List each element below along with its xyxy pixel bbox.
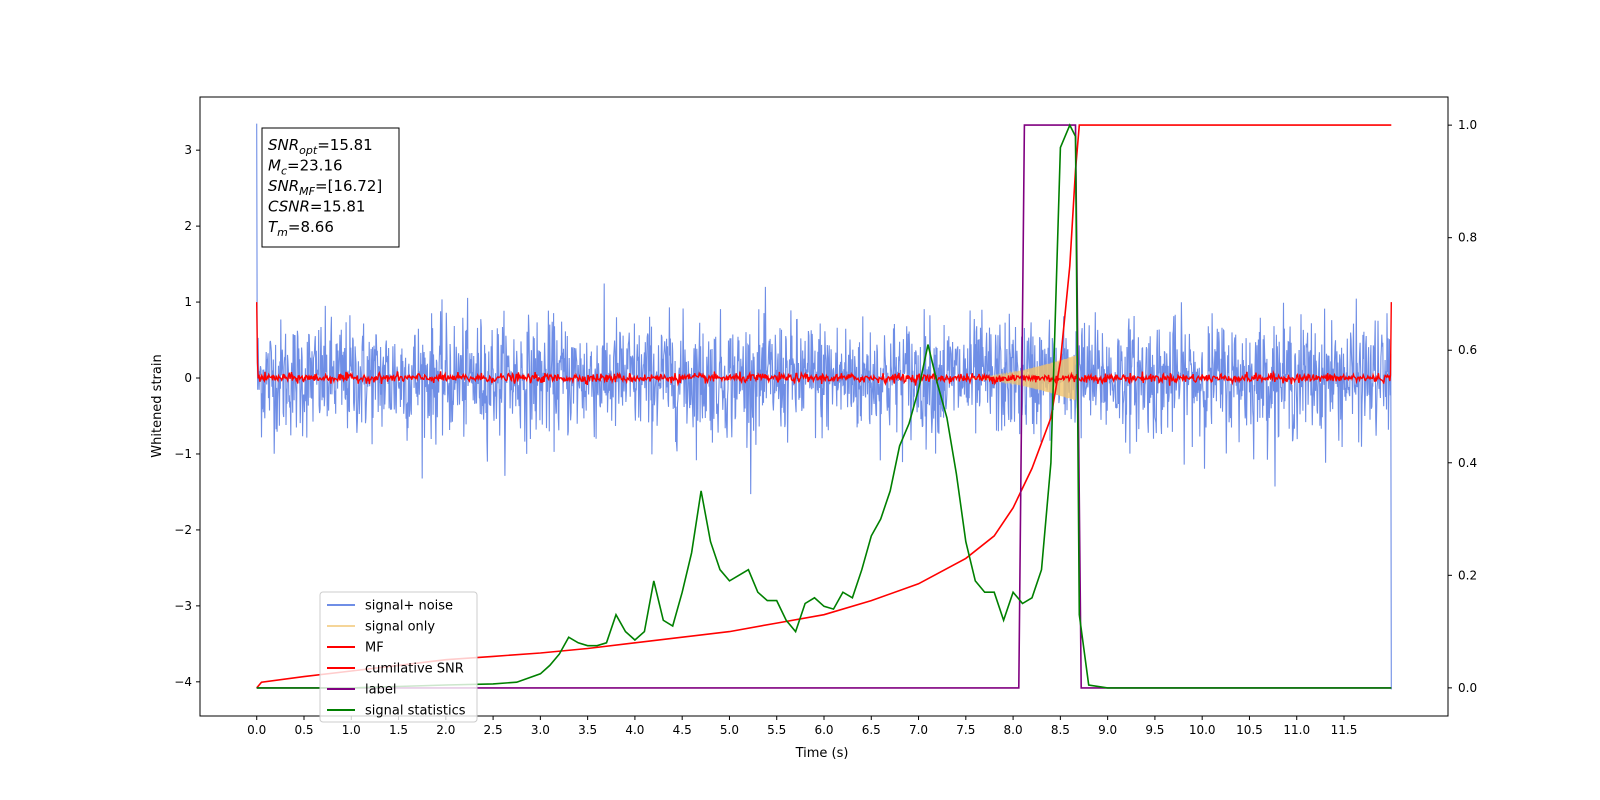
x-tick-label: 7.5 [956,723,975,737]
y2-tick-label: 0.4 [1458,456,1477,470]
y2-tick-label: 0.2 [1458,568,1477,582]
x-tick-label: 8.5 [1051,723,1070,737]
x-tick-label: 1.0 [342,723,361,737]
legend-entry: cumilative SNR [365,662,464,677]
x-tick-label: 10.0 [1189,723,1216,737]
legend-entry: signal+ noise [365,599,453,614]
legend-frame [319,591,478,723]
x-tick-label: 9.0 [1098,723,1117,737]
y2-tick-label: 1.0 [1458,118,1477,132]
x-tick-label: 11.5 [1331,723,1358,737]
x-tick-label: 5.5 [767,723,786,737]
x-tick-label: 10.5 [1236,723,1263,737]
x-tick-label: 1.5 [389,723,408,737]
y2-tick-label: 0.6 [1458,343,1477,357]
x-tick-label: 3.5 [578,723,597,737]
y-tick-label: 1 [184,295,192,309]
axes-layer: 0.0 0.5 1.0 1.5 2.0 2.5 3.0 3.5 4.0 4.5 5.0 5.5 6.0 6… [174,118,1477,737]
series-signal-statistics [256,123,1392,689]
y-tick-label: −2 [174,523,192,537]
x-tick-label: 9.5 [1145,723,1164,737]
y-tick-label: −4 [174,675,192,689]
y-axis-label: Whitened strain [150,354,165,457]
annotation-line: CSNR=15.81 [268,198,365,216]
legend-entry: label [365,683,396,698]
legend-entry: signal statistics [365,704,466,719]
series-mf [256,302,1392,387]
annotation-line: Mc=23.16 [268,157,343,178]
legend: signal+ noise signal only MF cumilative SNR… [319,591,478,723]
y-tick-label: −1 [174,447,192,461]
x-tick-label: 2.0 [436,723,455,737]
y2-tick-label: 0.0 [1458,681,1477,695]
x-tick-label: 6.5 [862,723,881,737]
y-tick-label: −3 [174,599,192,613]
y-tick-label: 3 [184,143,192,157]
x-tick-label: 4.0 [625,723,644,737]
x-tick-label: 0.0 [247,723,266,737]
x-tick-label: 3.0 [531,723,550,737]
annotation-frame [261,127,400,248]
x-tick-label: 8.0 [1004,723,1023,737]
x-tick-label: 6.0 [814,723,833,737]
x-tick-label: 2.5 [484,723,503,737]
x-tick-label: 0.5 [294,723,313,737]
x-axis-label: Time (s) [795,746,849,761]
legend-entry: MF [365,641,384,656]
x-tick-label: 11.0 [1283,723,1310,737]
y-tick-label: 0 [184,371,192,385]
annotation-line: SNRMF=[16.72] [268,177,382,198]
annotation-box: SNRopt=15.81Mc=23.16SNRMF=[16.72]CSNR=15… [261,127,400,248]
y-tick-label: 2 [184,219,192,233]
x-tick-label: 4.5 [673,723,692,737]
x-tick-label: 5.0 [720,723,739,737]
y2-tick-label: 0.8 [1458,231,1477,245]
annotation-line: Tm=8.66 [268,218,334,239]
x-tick-label: 7.0 [909,723,928,737]
annotation-line: SNRopt=15.81 [268,136,373,157]
legend-entry: signal only [365,620,435,635]
